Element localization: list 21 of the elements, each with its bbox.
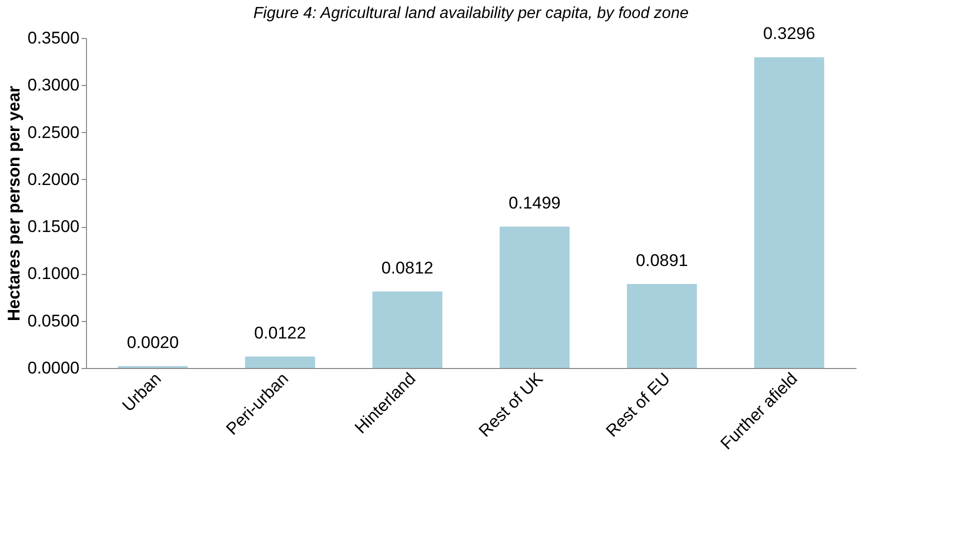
data-label: 0.1499 (508, 194, 561, 213)
bar (500, 226, 570, 368)
data-label: 0.0122 (254, 323, 306, 342)
y-tick-label: 0.3000 (28, 76, 80, 95)
y-tick-label: 0.1000 (28, 264, 80, 284)
y-tick-label: 0.1500 (28, 217, 80, 236)
bar (754, 57, 824, 368)
y-tick-label: 0.3500 (28, 28, 80, 48)
y-axis-title: Hectares per person per year (4, 85, 24, 322)
bar (626, 284, 697, 368)
y-tick-label: 0.0000 (28, 358, 80, 378)
bar (372, 291, 442, 368)
data-label: 0.0891 (636, 250, 688, 270)
y-tick-label: 0.0500 (28, 311, 80, 330)
data-label: 0.0812 (381, 258, 434, 278)
y-tick-label: 0.2000 (28, 170, 80, 189)
data-label: 0.3296 (763, 24, 816, 44)
y-tick-label: 0.2500 (28, 122, 80, 142)
bar (245, 356, 316, 368)
chart-title: Figure 4: Agricultural land availability per capita, by food zone (253, 5, 689, 22)
data-label: 0.0020 (126, 333, 179, 352)
